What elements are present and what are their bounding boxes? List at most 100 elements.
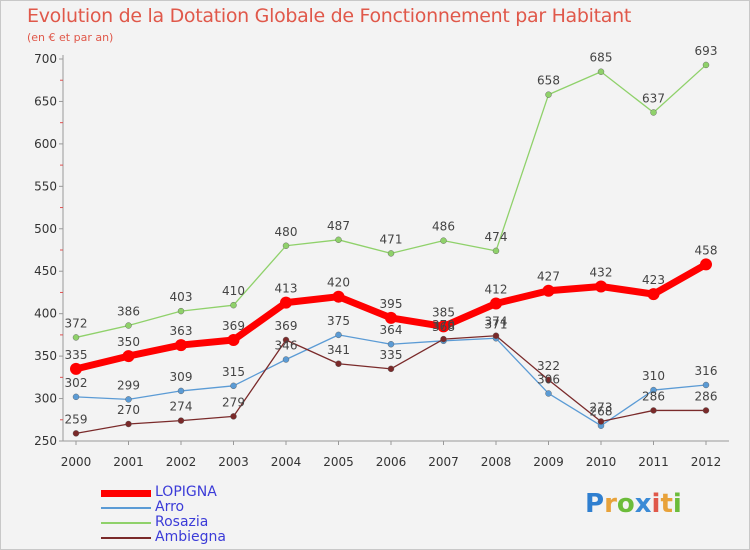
data-label-lopigna: 385 <box>432 305 455 319</box>
data-label-lopigna: 412 <box>485 282 508 296</box>
data-point-lopigna <box>490 297 502 310</box>
data-label-lopigna: 432 <box>590 266 613 280</box>
data-label-ambiegna: 259 <box>65 412 88 426</box>
data-point-arro <box>72 393 80 401</box>
legend-item-ambiegna: Ambiegna <box>101 529 351 545</box>
data-label-ambiegna: 369 <box>275 319 298 333</box>
data-label-ambiegna: 374 <box>485 315 508 329</box>
data-label-arro: 299 <box>117 378 140 392</box>
data-label-rosazia: 386 <box>117 305 140 319</box>
data-label-lopigna: 423 <box>642 273 665 287</box>
data-point-arro <box>545 390 552 397</box>
data-label-arro: 302 <box>65 376 88 390</box>
data-point-lopigna <box>332 290 345 303</box>
legend-label: Arro <box>155 499 185 515</box>
data-point-ambiegna <box>230 413 237 420</box>
data-point-arro <box>125 396 132 403</box>
data-point-ambiegna <box>492 332 500 339</box>
x-tick-label: 2012 <box>691 455 722 469</box>
data-point-rosazia <box>335 236 342 244</box>
y-tick-label: 350 <box>34 349 57 363</box>
x-tick-label: 2009 <box>533 455 564 469</box>
data-label-lopigna: 363 <box>170 324 193 338</box>
data-label-arro: 364 <box>380 323 403 337</box>
data-label-ambiegna: 279 <box>222 395 245 409</box>
data-label-arro: 375 <box>327 314 350 328</box>
y-tick-label: 700 <box>34 52 57 66</box>
y-tick-label: 300 <box>34 392 57 406</box>
data-label-ambiegna: 286 <box>695 389 718 403</box>
data-label-lopigna: 427 <box>537 270 560 284</box>
proxiti-logo: Proxiti <box>585 489 682 519</box>
data-point-lopigna <box>227 333 240 346</box>
legend: LOPIGNA Arro Rosazia Ambiegna <box>101 484 351 545</box>
data-point-rosazia <box>702 61 710 69</box>
y-tick-label: 600 <box>34 137 57 151</box>
data-label-rosazia: 471 <box>380 232 403 246</box>
data-label-lopigna: 413 <box>275 282 298 296</box>
legend-swatch <box>101 507 151 509</box>
y-tick-label: 450 <box>34 264 57 278</box>
data-label-lopigna: 369 <box>222 319 245 333</box>
legend-item-rosazia: Rosazia <box>101 514 351 530</box>
data-point-lopigna <box>175 339 187 352</box>
data-point-arro <box>282 356 290 363</box>
data-label-arro: 310 <box>642 369 665 383</box>
x-tick-label: 2000 <box>61 455 92 469</box>
data-label-ambiegna: 322 <box>537 359 560 373</box>
chart-subtitle: (en € et par an) <box>27 31 114 44</box>
x-tick-label: 2006 <box>376 455 407 469</box>
data-point-lopigna <box>385 311 397 324</box>
data-label-arro: 309 <box>170 370 193 384</box>
data-label-ambiegna: 286 <box>642 389 665 403</box>
data-point-rosazia <box>650 109 657 116</box>
data-point-ambiegna <box>650 407 657 414</box>
data-label-arro: 306 <box>537 372 560 386</box>
data-label-ambiegna: 273 <box>590 400 613 414</box>
data-label-ambiegna: 370 <box>432 318 455 332</box>
x-tick-label: 2003 <box>218 455 249 469</box>
data-point-ambiegna <box>125 420 132 428</box>
y-tick-label: 500 <box>34 222 57 236</box>
data-point-lopigna <box>595 280 607 293</box>
data-point-ambiegna <box>545 376 552 384</box>
data-label-rosazia: 372 <box>65 316 88 330</box>
data-point-rosazia <box>597 68 605 75</box>
data-point-arro <box>702 381 710 389</box>
x-tick-label: 2011 <box>638 455 669 469</box>
data-point-ambiegna <box>177 417 185 424</box>
legend-swatch <box>101 489 151 497</box>
data-point-ambiegna <box>282 336 290 344</box>
x-tick-label: 2010 <box>586 455 617 469</box>
data-label-rosazia: 474 <box>485 230 508 244</box>
legend-label: Ambiegna <box>155 529 226 545</box>
data-label-ambiegna: 274 <box>170 400 193 414</box>
y-tick-label: 550 <box>34 179 57 193</box>
data-label-rosazia: 410 <box>222 284 245 298</box>
data-point-ambiegna <box>387 365 395 373</box>
x-tick-label: 2007 <box>428 455 459 469</box>
data-label-ambiegna: 270 <box>117 403 140 417</box>
data-point-ambiegna <box>335 360 342 367</box>
data-label-lopigna: 458 <box>695 243 718 257</box>
data-label-rosazia: 480 <box>275 225 298 239</box>
data-point-rosazia <box>545 91 552 98</box>
data-point-arro <box>177 387 185 395</box>
legend-item-lopigna: LOPIGNA <box>101 484 351 500</box>
data-label-lopigna: 335 <box>65 348 88 362</box>
data-label-ambiegna: 335 <box>380 348 403 362</box>
data-label-rosazia: 685 <box>590 51 613 65</box>
data-label-rosazia: 486 <box>432 220 455 234</box>
data-label-rosazia: 487 <box>327 219 350 233</box>
data-label-lopigna: 395 <box>380 297 403 311</box>
data-point-rosazia <box>387 250 395 257</box>
data-label-arro: 371 <box>485 317 508 331</box>
x-tick-label: 2002 <box>166 455 197 469</box>
x-tick-label: 2008 <box>481 455 512 469</box>
chart-title: Evolution de la Dotation Globale de Fonc… <box>27 5 632 27</box>
data-point-rosazia <box>72 334 80 341</box>
data-label-arro: 268 <box>590 405 613 419</box>
data-point-arro <box>387 341 395 348</box>
data-point-lopigna <box>647 288 660 301</box>
